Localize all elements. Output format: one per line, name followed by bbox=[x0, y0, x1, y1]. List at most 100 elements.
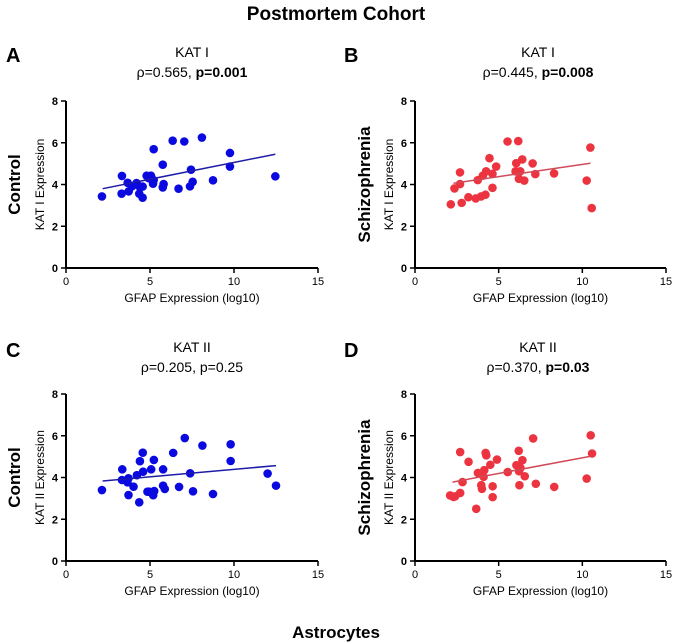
x-tick-label: 0 bbox=[412, 276, 418, 288]
x-tick-label: 0 bbox=[63, 569, 69, 581]
data-point bbox=[226, 440, 235, 449]
data-point bbox=[488, 492, 497, 502]
data-point bbox=[174, 482, 184, 492]
data-point bbox=[531, 479, 541, 489]
data-point bbox=[477, 484, 487, 494]
y-tick-label: 6 bbox=[52, 138, 58, 150]
p-value: p=0.008 bbox=[542, 64, 594, 80]
group-label: Schizophrenia bbox=[355, 126, 374, 243]
data-point bbox=[225, 148, 235, 158]
panel-title: KAT II bbox=[173, 339, 211, 355]
data-point bbox=[149, 144, 158, 154]
data-point bbox=[124, 490, 133, 500]
panel-letter: A bbox=[6, 45, 20, 67]
x-tick-label: 10 bbox=[228, 569, 240, 581]
y-axis-label: KAT II Expression bbox=[33, 430, 47, 525]
data-point bbox=[518, 455, 527, 465]
group-label: Schizophrenia bbox=[355, 419, 374, 536]
data-point bbox=[168, 448, 178, 458]
y-tick-label: 0 bbox=[52, 556, 58, 568]
data-point bbox=[138, 448, 148, 457]
y-tick-label: 6 bbox=[401, 138, 407, 150]
data-point bbox=[528, 434, 538, 443]
data-point bbox=[549, 482, 559, 492]
p-value: p=0.25 bbox=[200, 359, 243, 375]
data-point bbox=[271, 172, 280, 181]
data-point bbox=[168, 136, 177, 145]
x-axis-label: GFAP Expression (log10) bbox=[473, 584, 608, 598]
y-axis-label: KAT I Expression bbox=[33, 139, 47, 231]
data-point bbox=[117, 189, 126, 198]
data-point bbox=[514, 446, 524, 456]
data-point bbox=[179, 137, 189, 146]
x-axis-label: GFAP Expression (log10) bbox=[124, 291, 259, 305]
y-tick-label: 6 bbox=[52, 431, 58, 443]
data-point bbox=[517, 155, 527, 164]
data-point bbox=[188, 486, 198, 496]
y-tick-label: 2 bbox=[401, 514, 407, 526]
x-tick-label: 0 bbox=[412, 569, 418, 581]
data-point bbox=[158, 465, 168, 474]
group-label: Control bbox=[5, 154, 24, 214]
data-point bbox=[117, 171, 127, 181]
y-tick-label: 0 bbox=[401, 556, 407, 568]
regression-line bbox=[452, 455, 591, 483]
data-point bbox=[185, 182, 195, 191]
panel-letter: C bbox=[6, 340, 20, 362]
data-point bbox=[174, 184, 183, 193]
panel-title: KAT I bbox=[175, 44, 209, 60]
data-point bbox=[471, 504, 481, 514]
x-tick-label: 5 bbox=[147, 569, 153, 581]
y-tick-label: 8 bbox=[401, 389, 407, 401]
data-point bbox=[455, 168, 465, 177]
x-tick-label: 5 bbox=[496, 276, 502, 288]
data-point bbox=[481, 190, 490, 200]
data-point bbox=[180, 433, 190, 443]
panel-a: A KAT I ρ=0.565, p=0.001 Control KAT I Expre… bbox=[5, 44, 324, 305]
data-point bbox=[515, 480, 524, 490]
x-axis-label: GFAP Expression (log10) bbox=[124, 584, 259, 598]
data-point bbox=[455, 179, 465, 189]
y-axis-label: KAT II Expression bbox=[382, 430, 396, 525]
data-point bbox=[586, 143, 595, 152]
data-point bbox=[464, 192, 473, 202]
data-point bbox=[158, 183, 168, 192]
rho-value: ρ=0.445, bbox=[483, 64, 542, 80]
data-point bbox=[149, 486, 159, 496]
data-point bbox=[486, 460, 495, 470]
x-axis-label: GFAP Expression (log10) bbox=[473, 291, 608, 305]
x-tick-label: 15 bbox=[660, 569, 672, 581]
data-point bbox=[516, 463, 525, 473]
y-tick-label: 0 bbox=[401, 263, 407, 275]
data-point bbox=[520, 471, 530, 481]
rho-value: ρ=0.565, bbox=[137, 64, 196, 80]
panel-stats: ρ=0.370, p=0.03 bbox=[487, 359, 590, 375]
y-tick-label: 6 bbox=[401, 431, 407, 443]
regression-line bbox=[453, 162, 591, 184]
data-point bbox=[519, 176, 529, 185]
data-point bbox=[488, 183, 497, 193]
data-point bbox=[129, 482, 138, 491]
data-point bbox=[485, 153, 494, 163]
x-tick-label: 10 bbox=[228, 276, 240, 288]
data-point bbox=[513, 136, 523, 146]
panel-title: KAT II bbox=[519, 339, 557, 355]
x-tick-label: 15 bbox=[312, 569, 324, 581]
data-point bbox=[149, 455, 159, 465]
y-tick-label: 4 bbox=[401, 180, 408, 192]
panel-stats: ρ=0.205, p=0.25 bbox=[141, 359, 243, 375]
y-tick-label: 2 bbox=[52, 514, 58, 526]
data-point bbox=[117, 465, 127, 474]
y-axis-label: KAT I Expression bbox=[382, 139, 396, 231]
data-point bbox=[138, 193, 147, 202]
data-point bbox=[491, 162, 501, 171]
y-tick-label: 2 bbox=[401, 221, 407, 233]
data-point bbox=[479, 465, 489, 475]
data-point bbox=[186, 165, 196, 174]
y-tick-label: 8 bbox=[52, 96, 58, 108]
y-tick-label: 4 bbox=[52, 180, 59, 192]
data-point bbox=[198, 441, 207, 450]
panel-d: D KAT II ρ=0.370, p=0.03 Schizophrenia KAT I… bbox=[344, 339, 672, 598]
data-point bbox=[582, 176, 591, 185]
